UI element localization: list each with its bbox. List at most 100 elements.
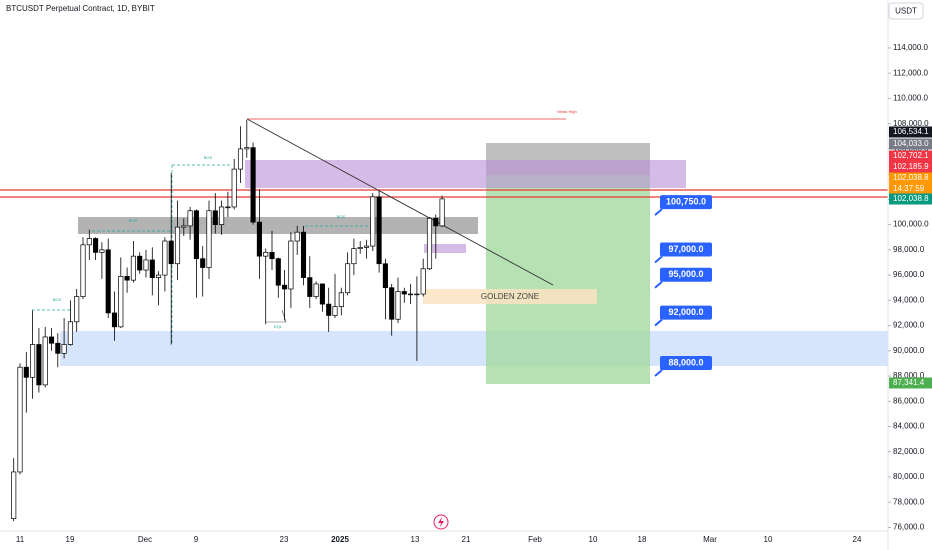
candle-body: [395, 291, 401, 320]
price-tag-label: 102,702.1: [893, 151, 929, 160]
candle-body: [174, 226, 181, 265]
candle-body: [156, 274, 162, 278]
candle-body: [426, 217, 433, 270]
candle-body: [67, 321, 73, 345]
price-tag: [889, 377, 932, 389]
target-label: 100,750.0: [666, 197, 706, 207]
candle-body: [206, 210, 212, 268]
small-zone: [424, 244, 466, 253]
x-tick-label: 10: [589, 535, 598, 544]
candle-body: [48, 336, 55, 344]
candle-body: [111, 312, 118, 328]
candle-body: [11, 471, 17, 519]
candle-body: [250, 147, 256, 223]
price-tag: [889, 193, 932, 205]
x-tick-label: 2025: [331, 535, 349, 544]
currency: USDT: [895, 7, 917, 16]
candle-body: [30, 344, 36, 378]
candle-body: [93, 238, 99, 253]
event-icon-bolt: [438, 517, 444, 527]
bos-label: BOS: [53, 297, 62, 302]
x-tick-label: 24: [853, 535, 862, 544]
bos-label: BOS: [129, 218, 138, 223]
candle-body: [288, 240, 294, 290]
price-tag-label: 102,038.8: [893, 173, 929, 182]
candle-body: [80, 244, 86, 297]
candle-body: [269, 252, 275, 260]
candle-body: [326, 303, 332, 316]
candle-body: [363, 245, 370, 248]
weak-high-label: Weak High: [557, 109, 577, 114]
candle-body: [143, 259, 149, 271]
candle-body: [181, 225, 187, 228]
target-zone: [486, 175, 650, 384]
candle-body: [219, 206, 225, 225]
eql-line: [266, 309, 287, 323]
y-tick-label: 76,000.0: [893, 523, 925, 532]
x-tick-label: Dec: [138, 535, 152, 544]
candle-body: [401, 291, 407, 295]
trend-line: [246, 118, 554, 286]
candle-body: [86, 238, 92, 246]
price-tag: [889, 172, 932, 184]
chart-title: BTCUSDT Perpetual Contract, 1D, BYBIT: [6, 4, 155, 13]
candle-body: [99, 249, 105, 253]
target-label: 88,000.0: [668, 357, 703, 367]
candle-body: [319, 283, 325, 305]
candle-body: [275, 258, 281, 286]
y-tick-label: 94,000.0: [893, 295, 925, 304]
y-tick-label: 96,000.0: [893, 270, 925, 279]
target-box: [660, 242, 712, 257]
candle-body: [414, 293, 420, 296]
candle-body: [420, 268, 426, 295]
currency-button[interactable]: [888, 2, 924, 20]
candle-body: [225, 206, 231, 209]
x-tick-label: 19: [66, 535, 75, 544]
candle-body: [408, 293, 414, 296]
candle-body: [376, 196, 382, 265]
candle-body: [193, 210, 199, 260]
candle-body: [351, 248, 357, 265]
y-tick-label: 90,000.0: [893, 346, 925, 355]
candle-body: [382, 263, 388, 289]
y-tick-label: 88,000.0: [893, 371, 925, 380]
candle-body: [357, 246, 363, 249]
candle-body: [212, 210, 218, 225]
x-tick-label: Mar: [703, 535, 717, 544]
price-tag: [889, 138, 932, 150]
y-tick-label: 98,000.0: [893, 245, 925, 254]
y-tick-label: 108,000.0: [893, 119, 929, 128]
candle-body: [137, 255, 143, 271]
price-tag: [889, 126, 932, 138]
candle-body: [313, 283, 319, 297]
target-pointer: [654, 318, 663, 327]
candle-body: [237, 148, 244, 170]
candle-body: [338, 292, 344, 307]
target-box: [660, 195, 712, 210]
golden-zone: [423, 289, 597, 304]
price-tag: [889, 150, 932, 162]
candle-body: [263, 252, 269, 257]
y-tick-label: 112,000.0: [893, 68, 929, 77]
x-tick-label: 23: [280, 535, 289, 544]
y-tick-label: 82,000.0: [893, 447, 925, 456]
x-tick-label: 18: [638, 535, 647, 544]
range-zone: [78, 217, 478, 234]
candle-body: [23, 366, 29, 378]
y-tick-label: 86,000.0: [893, 396, 925, 405]
target-pointer: [654, 369, 663, 377]
y-tick-label: 100,000.0: [893, 220, 929, 229]
demand-zone: [60, 331, 888, 366]
bos-label: BOS: [204, 155, 213, 160]
supply-zone: [245, 160, 686, 188]
target-label: 92,000.0: [668, 307, 703, 317]
candle-body: [118, 276, 124, 328]
candle-body: [307, 277, 313, 297]
target-pointer: [654, 255, 663, 264]
target-box: [660, 267, 712, 282]
target-pointer: [654, 208, 663, 216]
target-label: 95,000.0: [668, 269, 703, 279]
candle-body: [124, 276, 130, 281]
y-tick-label: 80,000.0: [893, 472, 925, 481]
